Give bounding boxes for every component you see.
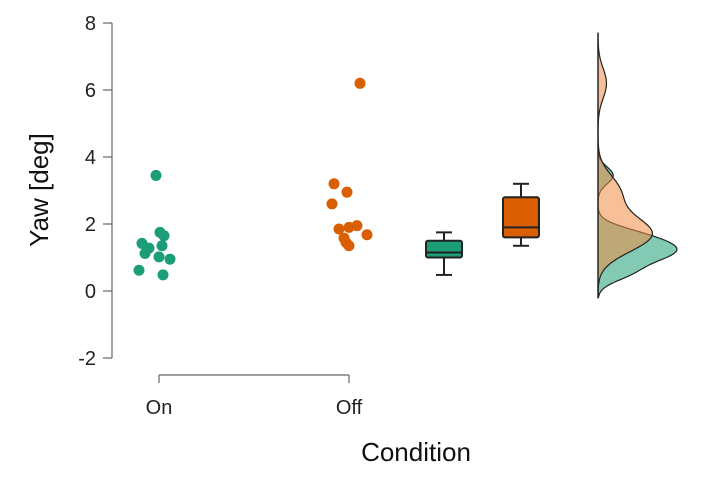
y-tick-label: 2: [85, 214, 96, 236]
box-iqr: [425, 239, 463, 259]
data-point: [328, 178, 340, 190]
x-tick-label: Off: [336, 397, 363, 419]
data-point: [343, 221, 355, 233]
density-curves: [597, 32, 678, 299]
data-point: [133, 264, 145, 276]
y-tick-label: 8: [85, 13, 96, 35]
x-axis-title: Condition: [361, 437, 471, 467]
box-iqr: [502, 196, 540, 239]
data-point: [341, 186, 353, 198]
data-point: [158, 230, 170, 242]
x-tick-label: On: [146, 397, 173, 419]
box-plots: [425, 182, 540, 276]
data-point: [157, 269, 169, 281]
data-point: [153, 251, 165, 263]
data-point: [326, 198, 338, 210]
y-tick-label: 4: [85, 147, 96, 169]
y-axis-title: Yaw [deg]: [24, 133, 54, 247]
data-point: [139, 247, 151, 259]
box-plot: [425, 231, 463, 276]
y-tick-label: 6: [85, 80, 96, 102]
data-point: [333, 223, 345, 235]
data-point: [361, 229, 373, 241]
data-point: [150, 169, 162, 181]
data-points: [133, 77, 373, 281]
x-axis: On Off: [146, 374, 363, 419]
y-axis: -2 0 2 4 6 8: [78, 13, 113, 370]
data-point: [164, 253, 176, 265]
data-point: [343, 240, 355, 252]
data-point: [354, 77, 366, 89]
density-curve: [597, 32, 654, 299]
box-plot: [502, 182, 540, 247]
y-tick-label: -2: [78, 348, 96, 370]
y-tick-label: 0: [85, 281, 96, 303]
data-point: [156, 240, 168, 252]
